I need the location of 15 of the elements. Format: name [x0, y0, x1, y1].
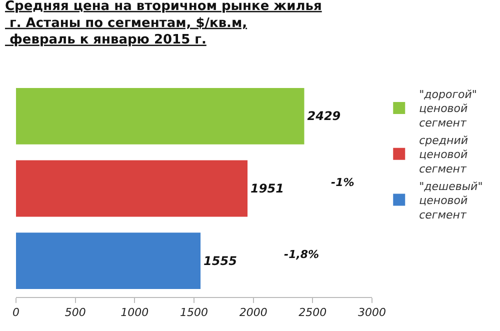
annotation: -1%: [331, 176, 354, 189]
chart-title: Средняя цена на вторичном рынке жилья г. Астаны по сегментам, $/кв.м, февраль к январю 2015 г.: [5, 0, 322, 48]
x-tick-label: 1000: [120, 306, 149, 320]
legend-label: средний ценовой сегмент: [419, 134, 468, 176]
data-label: 2429: [307, 109, 341, 124]
x-tick-label: 3000: [358, 306, 386, 320]
legend-label: "дешевый" ценовой сегмент: [419, 180, 483, 222]
annotation: -1,8%: [284, 248, 320, 261]
x-tick-label: 2500: [298, 306, 327, 320]
x-tick-label: 1500: [180, 306, 208, 320]
data-label: 1555: [204, 254, 237, 268]
x-tick-label: 0: [12, 306, 20, 320]
x-tick-label: 2000: [239, 306, 268, 320]
data-label: 1951: [250, 182, 284, 196]
x-tick-label: 500: [64, 306, 86, 320]
